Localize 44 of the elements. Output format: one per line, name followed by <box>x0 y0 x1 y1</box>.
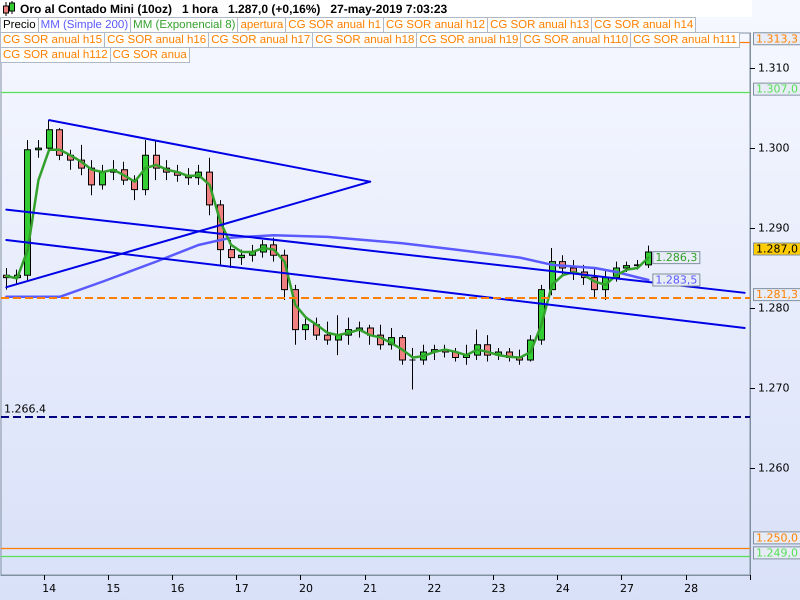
text: CG SOR anual h12 <box>382 17 488 33</box>
x-tick-label: 21 <box>363 582 378 595</box>
text: CG SOR anual h14 <box>591 17 696 33</box>
annotation: CG SOR anual h18 <box>312 32 418 48</box>
data-label: 1.286,3 <box>655 251 698 264</box>
text: apertura <box>237 17 286 33</box>
ref-line-label: 1.307,0 <box>756 82 798 96</box>
y-tick-label: 1.280 <box>758 301 790 314</box>
x-tick-label: 24 <box>556 582 570 595</box>
x-tick-label: 17 <box>234 582 249 595</box>
x-tick-label: 28 <box>684 582 698 595</box>
annotation: CG SOR anual h17 <box>208 32 314 48</box>
y-tick-label: 1.290 <box>758 222 790 235</box>
annotation: CG SOR anua <box>110 47 190 63</box>
y-tick-label: 1.310 <box>758 62 790 75</box>
text: 1.287,0 <box>756 242 798 256</box>
ref-line-label: 1.250,0 <box>756 531 798 544</box>
ref-line-label: 1.249,0 <box>756 546 798 560</box>
annotation: CG SOR anual h111 <box>630 32 740 48</box>
text: MM (Exponencial 8) <box>130 17 238 33</box>
chart-title: Oro al Contado Mini (10oz) 1 hora 1.287,0 (+0,16%) 27-may-2019 7:03:23 <box>20 2 448 16</box>
annotation: CG SOR anual h110 <box>520 32 632 48</box>
y-tick-label: 1.270 <box>758 381 790 394</box>
legend-label: Precio <box>0 17 39 33</box>
x-tick-label: 27 <box>620 582 634 595</box>
text: CG SOR anual h13 <box>487 17 592 33</box>
annotation: CG SOR anual h19 <box>416 32 522 48</box>
x-tick-label: 16 <box>170 582 185 595</box>
x-tick-label: 15 <box>106 582 120 595</box>
x-tick-label: 23 <box>492 582 506 595</box>
x-tick-label: 20 <box>298 582 313 595</box>
x-tick-label: 22 <box>427 582 442 595</box>
text: MM (Simple 200) <box>38 17 132 33</box>
x-tick-label: 14 <box>42 582 56 595</box>
data-label: 1.283,5 <box>655 274 698 287</box>
annotation: 1.266.4 <box>4 402 46 416</box>
annotation: CG SOR anual h112 <box>0 47 111 63</box>
annotation: CG SOR anual h16 <box>104 32 210 48</box>
text: CG SOR anual h1 <box>285 17 384 33</box>
annotation: CG SOR anual h15 <box>0 32 106 48</box>
y-tick-label: 1.260 <box>758 461 790 474</box>
ref-line-label: 1.281,3 <box>756 288 798 302</box>
ref-line-label: 1.313,3 <box>756 32 798 46</box>
y-tick-label: 1.300 <box>758 142 790 155</box>
